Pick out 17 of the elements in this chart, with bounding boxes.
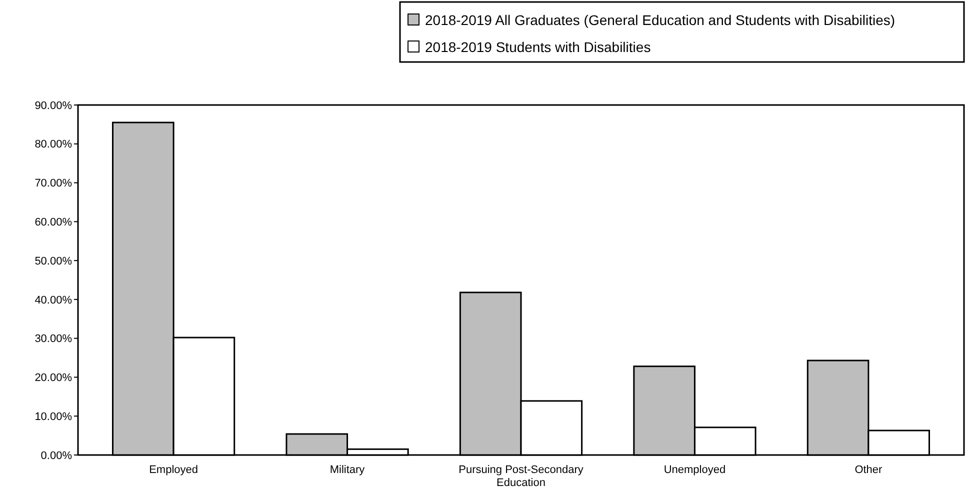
y-tick-label: 10.00% bbox=[34, 410, 72, 423]
y-tick-label: 50.00% bbox=[34, 255, 72, 268]
y-tick-label: 70.00% bbox=[34, 178, 72, 190]
x-tick-label: Military bbox=[330, 464, 366, 476]
x-tick-label: Unemployed bbox=[664, 464, 726, 476]
x-tick-label: Pursuing Post-Secondary Education bbox=[458, 464, 584, 489]
y-tick-label: 20.00% bbox=[34, 372, 72, 384]
y-tick-label: 30.00% bbox=[34, 333, 72, 346]
legend-label: 2018-2019 Students with Disabilities bbox=[425, 39, 651, 55]
y-tick-label: 80.00% bbox=[34, 138, 72, 151]
y-tick-label: 40.00% bbox=[34, 294, 72, 306]
y-tick-label: 60.00% bbox=[34, 216, 72, 229]
y-tick-label: 90.00% bbox=[34, 100, 72, 112]
x-tick-label: Other bbox=[854, 464, 883, 476]
x-tick-label: Employed bbox=[149, 464, 198, 476]
legend-label: 2018-2019 All Graduates (General Education and Students with Disabilities) bbox=[425, 12, 896, 28]
y-tick-label: 0.00% bbox=[40, 450, 72, 462]
